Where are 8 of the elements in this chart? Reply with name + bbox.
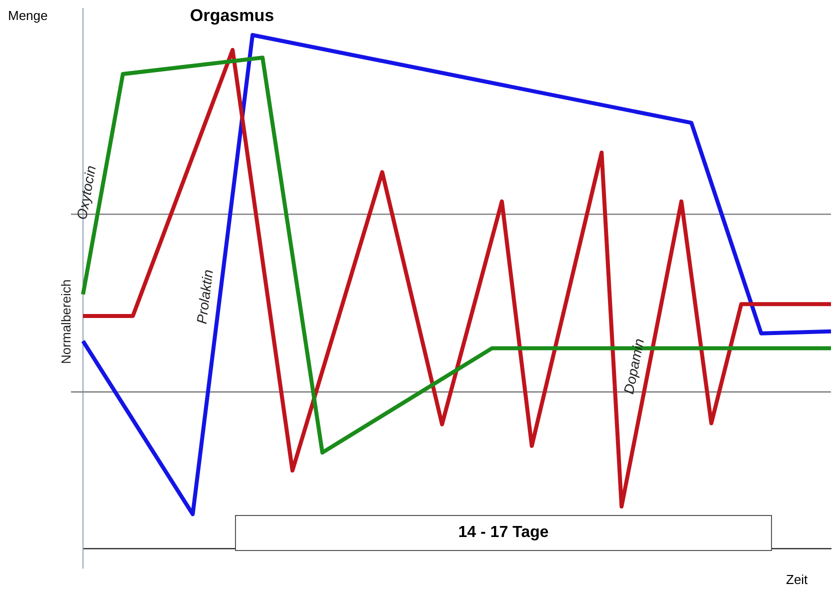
chart-title: Orgasmus bbox=[190, 6, 274, 26]
text: Prolaktin bbox=[193, 268, 216, 325]
text: Dopamin bbox=[620, 337, 647, 396]
text-box: 14 - 17 Tage bbox=[235, 515, 772, 551]
ref-line-label: Normalbereich bbox=[58, 279, 74, 364]
x-axis-title: Zeit bbox=[786, 572, 808, 587]
text: Oxytocin bbox=[73, 164, 99, 221]
y-axis-title: Menge bbox=[8, 8, 48, 23]
